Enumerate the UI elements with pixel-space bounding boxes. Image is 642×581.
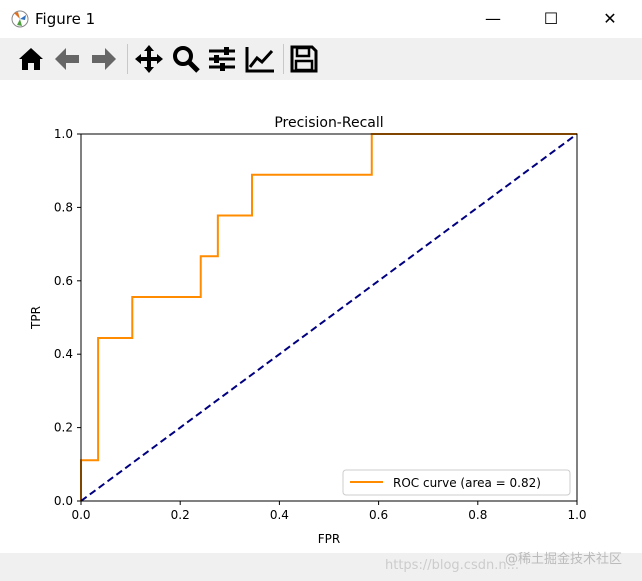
save-icon[interactable] [288, 43, 320, 75]
pan-icon[interactable] [133, 43, 165, 75]
legend-label: ROC curve (area = 0.82) [393, 476, 541, 490]
status-bar: https://blog.csdn.n... @稀土掘金技术社区 [0, 552, 642, 581]
legend-box [342, 469, 571, 496]
roc-curve-line [80, 133, 577, 501]
x-tick-label: 0.4 [270, 508, 289, 522]
watermark-url: https://blog.csdn.n... [385, 558, 519, 573]
y-tick-label: 0.2 [54, 421, 73, 435]
home-icon[interactable] [15, 43, 47, 75]
subplots-icon[interactable] [206, 43, 238, 75]
minimize-button[interactable]: — [485, 9, 501, 28]
x-tick-label: 0.0 [71, 508, 90, 522]
window-title: Figure 1 [35, 10, 96, 28]
y-axis-label: TPR [29, 306, 43, 330]
y-tick-label: 0.4 [54, 347, 73, 361]
plot-frame [80, 133, 578, 502]
x-tick-label: 0.2 [171, 508, 190, 522]
y-tick-label: 0.6 [54, 274, 73, 288]
title-bar: Figure 1 — ☐ ✕ [0, 0, 642, 38]
chance-diagonal-line [80, 133, 578, 502]
y-tick-label: 0.0 [54, 494, 73, 508]
matplotlib-logo-icon [11, 10, 29, 28]
toolbar [0, 38, 642, 80]
back-icon[interactable] [51, 43, 83, 75]
y-tick-label: 0.8 [54, 200, 73, 214]
x-tick-label: 0.6 [369, 508, 388, 522]
x-tick-label: 0.8 [468, 508, 487, 522]
roc-chart: 0.0 0.2 0.4 0.6 0.8 1.0 0.0 0.2 0.4 0.6 0.8 1.0 Prec… [29, 115, 587, 546]
watermark-brand: @稀土掘金技术社区 [505, 552, 623, 567]
chart-title: Precision-Recall [274, 115, 383, 131]
forward-icon[interactable] [88, 43, 120, 75]
x-tick-label: 1.0 [567, 508, 586, 522]
y-tick-label: 1.0 [54, 127, 73, 141]
zoom-icon[interactable] [170, 43, 202, 75]
maximize-button[interactable]: ☐ [543, 9, 559, 28]
x-axis-label: FPR [318, 532, 340, 546]
close-button[interactable]: ✕ [603, 9, 617, 28]
customize-icon[interactable] [244, 43, 276, 75]
